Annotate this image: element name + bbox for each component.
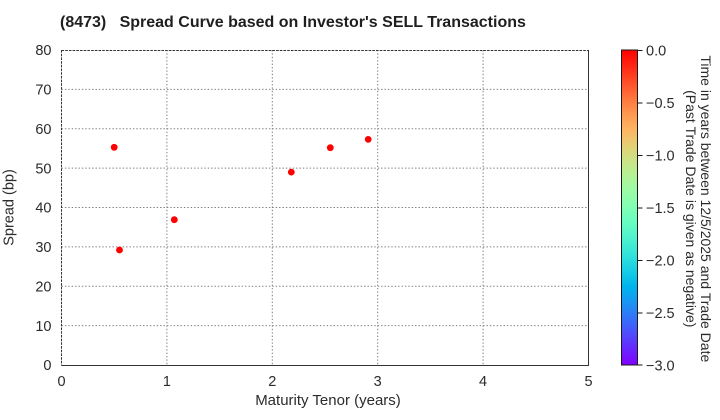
svg-text:Spread (bp): Spread (bp) (2, 169, 18, 246)
svg-text:(8473) Spread Curve based on: (8473) Spread Curve based on Investor's … (60, 14, 526, 31)
svg-text:3: 3 (374, 374, 382, 390)
svg-text:2: 2 (268, 374, 276, 390)
svg-text:Time in years between 12/5/202: Time in years between 12/5/2025 and Trad… (698, 55, 714, 362)
svg-text:4: 4 (479, 374, 487, 390)
svg-text:−2.0: −2.0 (646, 254, 675, 270)
svg-text:5: 5 (584, 374, 592, 390)
svg-text:20: 20 (35, 280, 51, 296)
svg-text:0: 0 (43, 358, 51, 374)
svg-text:60: 60 (35, 122, 51, 138)
svg-text:0.0: 0.0 (646, 44, 666, 60)
svg-text:(Past Trade Date is given as n: (Past Trade Date is given as negative) (683, 90, 699, 327)
svg-text:40: 40 (35, 201, 51, 217)
svg-text:0: 0 (57, 374, 65, 390)
svg-text:30: 30 (35, 240, 51, 256)
svg-text:80: 80 (35, 43, 51, 59)
svg-text:−3.0: −3.0 (646, 359, 675, 375)
svg-text:10: 10 (35, 319, 51, 335)
svg-text:−1.0: −1.0 (646, 149, 675, 165)
svg-text:−0.5: −0.5 (646, 96, 675, 112)
svg-text:−1.5: −1.5 (646, 201, 675, 217)
svg-text:1: 1 (163, 374, 171, 390)
svg-text:70: 70 (35, 83, 51, 99)
svg-text:Maturity Tenor (years): Maturity Tenor (years) (255, 392, 401, 409)
svg-text:−2.5: −2.5 (646, 306, 675, 322)
svg-text:50: 50 (35, 161, 51, 177)
